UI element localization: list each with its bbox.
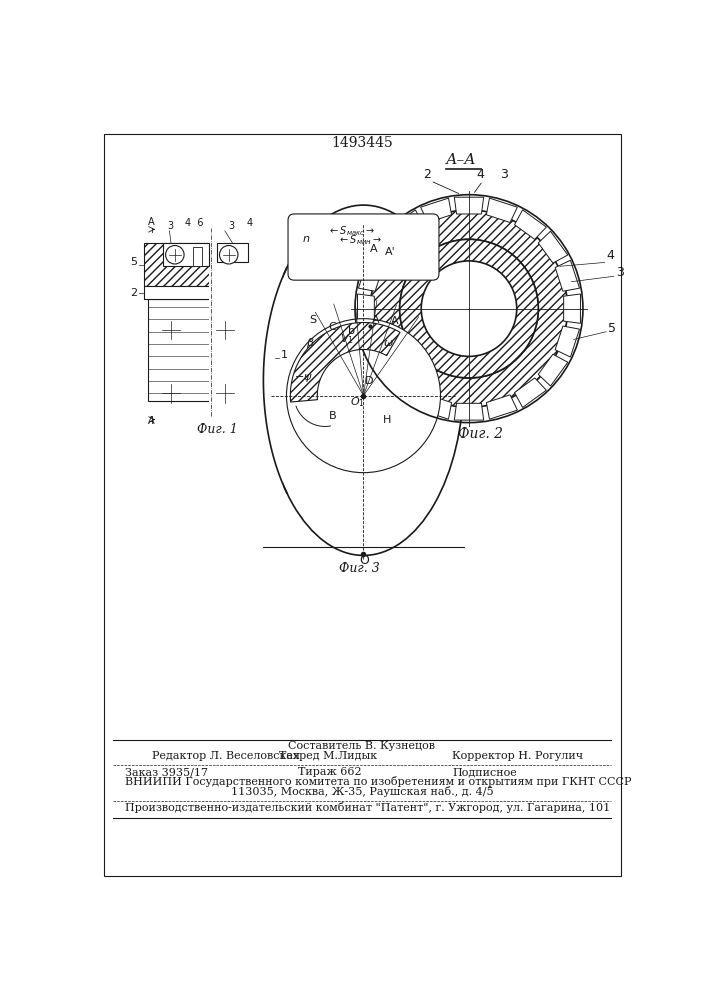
Text: А: А bbox=[148, 217, 155, 227]
Bar bbox=[125, 224, 294, 416]
Text: b: b bbox=[348, 326, 355, 336]
Polygon shape bbox=[455, 403, 484, 420]
Text: A: A bbox=[370, 244, 378, 254]
Text: B: B bbox=[329, 411, 337, 421]
Polygon shape bbox=[358, 260, 382, 291]
Text: H: H bbox=[382, 415, 391, 425]
Text: А–А: А–А bbox=[446, 153, 477, 167]
Text: $\leftarrow S_{мин}\rightarrow$: $\leftarrow S_{мин}\rightarrow$ bbox=[338, 233, 382, 247]
Ellipse shape bbox=[264, 205, 464, 555]
Bar bbox=[144, 243, 279, 286]
Text: 4: 4 bbox=[247, 218, 252, 228]
Bar bbox=[163, 243, 209, 266]
Text: А: А bbox=[148, 416, 155, 426]
Polygon shape bbox=[358, 326, 382, 357]
Text: C: C bbox=[329, 322, 337, 332]
Text: S: S bbox=[310, 315, 317, 325]
Circle shape bbox=[399, 239, 538, 378]
Text: Производственно-издательский комбинат "Патент", г. Ужгород, ул. Гагарина, 101: Производственно-издательский комбинат "П… bbox=[125, 802, 610, 813]
Text: Фиг. 1: Фиг. 1 bbox=[197, 423, 238, 436]
Text: Техред М.Лидык: Техред М.Лидык bbox=[279, 751, 377, 761]
Text: $n$: $n$ bbox=[302, 234, 310, 244]
Text: 2: 2 bbox=[130, 288, 137, 298]
Text: D: D bbox=[365, 376, 373, 386]
Text: 3: 3 bbox=[500, 168, 508, 181]
Text: 3: 3 bbox=[167, 221, 173, 231]
Polygon shape bbox=[370, 354, 399, 386]
Text: A': A' bbox=[385, 247, 396, 257]
Text: A': A' bbox=[391, 316, 402, 326]
Circle shape bbox=[421, 261, 517, 356]
Bar bbox=[217, 243, 248, 262]
Polygon shape bbox=[555, 260, 580, 291]
Text: Тираж 662: Тираж 662 bbox=[298, 767, 362, 777]
Text: 113035, Москва, Ж-35, Раушская наб., д. 4/5: 113035, Москва, Ж-35, Раушская наб., д. … bbox=[230, 786, 493, 797]
Text: $V_1$: $V_1$ bbox=[340, 332, 354, 346]
Text: 1493445: 1493445 bbox=[331, 136, 393, 150]
Text: 3: 3 bbox=[229, 221, 235, 231]
Polygon shape bbox=[421, 198, 452, 222]
Text: 2: 2 bbox=[423, 168, 431, 181]
Text: $O_1$: $O_1$ bbox=[350, 395, 365, 409]
Polygon shape bbox=[291, 323, 400, 402]
Circle shape bbox=[286, 319, 440, 473]
Circle shape bbox=[339, 179, 598, 438]
FancyBboxPatch shape bbox=[288, 214, 439, 280]
Text: A: A bbox=[372, 315, 380, 325]
Polygon shape bbox=[538, 354, 568, 386]
Text: 4  6: 4 6 bbox=[185, 218, 204, 228]
Polygon shape bbox=[392, 378, 423, 407]
Polygon shape bbox=[455, 197, 484, 214]
Text: Редактор Л. Веселовская: Редактор Л. Веселовская bbox=[152, 751, 300, 761]
Text: Подписное: Подписное bbox=[452, 767, 517, 777]
Text: Корректор Н. Рогулич: Корректор Н. Рогулич bbox=[452, 751, 583, 761]
Text: 1: 1 bbox=[281, 350, 287, 360]
Polygon shape bbox=[563, 294, 580, 323]
Text: $-\psi$: $-\psi$ bbox=[294, 372, 313, 384]
Polygon shape bbox=[486, 395, 518, 419]
Text: 4: 4 bbox=[606, 249, 614, 262]
Text: $\leftarrow S_{макс}\rightarrow$: $\leftarrow S_{макс}\rightarrow$ bbox=[328, 224, 375, 238]
Bar bbox=[148, 299, 275, 401]
Polygon shape bbox=[358, 294, 374, 323]
Text: 5: 5 bbox=[130, 257, 137, 267]
Text: O: O bbox=[360, 554, 370, 567]
Bar bbox=[144, 286, 279, 299]
Text: 3: 3 bbox=[616, 266, 624, 279]
Polygon shape bbox=[515, 210, 547, 239]
Text: $\omega$: $\omega$ bbox=[382, 338, 394, 348]
Wedge shape bbox=[370, 210, 568, 407]
Text: Заказ 3935/17: Заказ 3935/17 bbox=[125, 767, 208, 777]
Polygon shape bbox=[555, 326, 580, 357]
Bar bbox=[192, 247, 201, 266]
Bar bbox=[209, 205, 283, 570]
Polygon shape bbox=[392, 210, 423, 239]
Text: 4: 4 bbox=[477, 168, 484, 181]
Circle shape bbox=[219, 246, 238, 264]
Circle shape bbox=[165, 246, 184, 264]
Text: Фиг. 2: Фиг. 2 bbox=[458, 427, 503, 441]
Text: Составитель В. Кузнецов: Составитель В. Кузнецов bbox=[288, 741, 436, 751]
Text: Фиг. 3: Фиг. 3 bbox=[339, 562, 380, 575]
Text: 5: 5 bbox=[608, 322, 617, 335]
Text: $\beta$: $\beta$ bbox=[305, 336, 315, 350]
Polygon shape bbox=[370, 231, 399, 263]
Polygon shape bbox=[486, 198, 518, 222]
Text: ВНИИПИ Государственного комитета по изобретениям и открытиям при ГКНТ СССР: ВНИИПИ Государственного комитета по изоб… bbox=[125, 776, 631, 787]
Polygon shape bbox=[421, 395, 452, 419]
Polygon shape bbox=[515, 378, 547, 407]
Polygon shape bbox=[538, 231, 568, 263]
